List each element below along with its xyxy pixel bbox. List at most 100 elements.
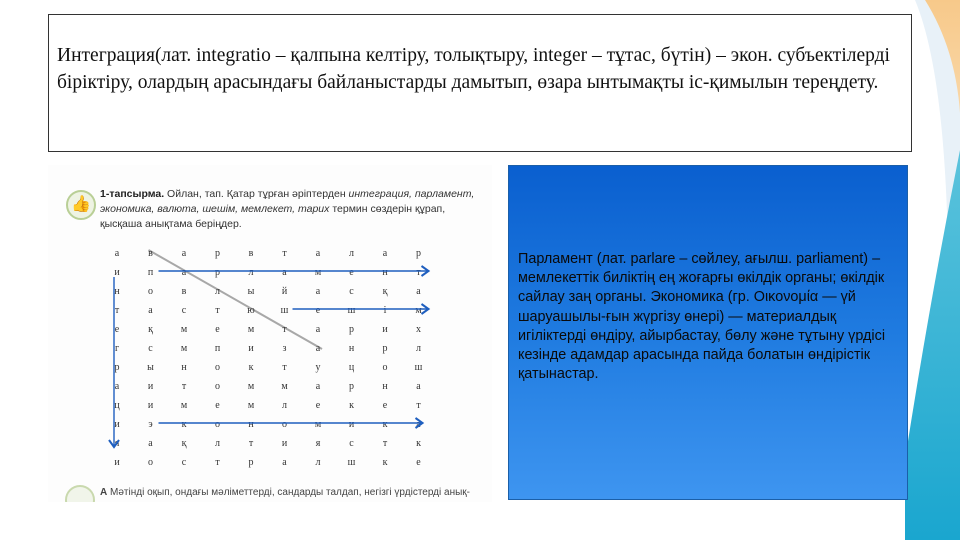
title-definition-box: Интеграция(лат. integratio – қалпына кел…	[48, 14, 912, 152]
grid-letter: т	[115, 305, 120, 316]
grid-letter: а	[316, 381, 321, 392]
grid-letter: е	[215, 324, 220, 335]
grid-letter: ц	[349, 362, 355, 373]
grid-letter: т	[215, 305, 220, 316]
grid-letter: к	[416, 438, 421, 449]
word-search-grid: а в а р в т а л а ри п а р л а м е н тн о в л ы й а с қ ат а с т ю ш е ш і м…	[108, 248, 431, 468]
grid-letter: х	[416, 324, 421, 335]
grid-letter: к	[182, 419, 187, 430]
grid-letter: с	[349, 438, 354, 449]
grid-letter: и	[382, 324, 388, 335]
grid-letter: с	[182, 305, 187, 316]
grid-letter: к	[383, 457, 388, 468]
grid-letter: я	[316, 438, 321, 449]
grid-letter: л	[215, 286, 220, 297]
grid-letter: м	[315, 419, 322, 430]
grid-letter: и	[349, 419, 355, 430]
grid-letter: н	[349, 343, 355, 354]
arrow-head-icon	[420, 265, 431, 277]
grid-letter: ю	[247, 305, 255, 316]
grid-letter: а	[148, 305, 153, 316]
grid-letter: л	[316, 457, 321, 468]
grid-letter: з	[283, 343, 287, 354]
grid-letter: қ	[148, 324, 153, 335]
definitions-box: Парламент (лат. parlare – сөйлеу, ағылш.…	[508, 165, 908, 500]
grid-letter: о	[215, 381, 220, 392]
grid-letter: р	[249, 457, 254, 468]
grid-letter: а	[416, 381, 421, 392]
grid-letter: т	[249, 438, 254, 449]
grid-letter: в	[182, 286, 187, 297]
grid-letter: и	[148, 400, 154, 411]
task-text: 1-тапсырма. Ойлан, тап. Қатар тұрған әрі…	[100, 187, 480, 232]
grid-letter: с	[349, 286, 354, 297]
grid-letter: в	[249, 248, 254, 259]
grid-letter: ш	[415, 362, 423, 373]
grid-letter: т	[416, 267, 421, 278]
grid-letter: м	[315, 267, 322, 278]
grid-letter: о	[215, 419, 220, 430]
arrow-head-icon	[108, 439, 120, 449]
grid-letter: и	[114, 419, 120, 430]
grid-letter: е	[316, 305, 321, 316]
grid-letter: а	[182, 267, 187, 278]
grid-letter: т	[215, 457, 220, 468]
grid-letter: л	[282, 400, 287, 411]
grid-letter: н	[382, 381, 388, 392]
grid-letter: л	[416, 343, 421, 354]
grid-letter: м	[248, 324, 255, 335]
grid-letter: и	[114, 267, 120, 278]
grid-letter: о	[282, 419, 287, 430]
grid-letter: а	[316, 248, 321, 259]
grid-letter: и	[248, 343, 254, 354]
grid-letter: р	[215, 248, 220, 259]
grid-letter: м	[248, 381, 255, 392]
grid-letter: к	[349, 400, 354, 411]
grid-letter: о	[383, 362, 388, 373]
grid-letter: а	[416, 286, 421, 297]
grid-letter: л	[215, 438, 220, 449]
grid-letter: т	[282, 324, 287, 335]
arrow-head-icon	[414, 417, 425, 429]
task-words: интеграция, парламент, экономика, валюта…	[100, 188, 475, 215]
grid-letter: й	[282, 286, 288, 297]
grid-letter: р	[115, 362, 120, 373]
grid-letter: п	[148, 267, 154, 278]
task-badge: А	[100, 487, 108, 498]
task-text-part: термин сөздерін құрап, қысқаша анықтама …	[100, 203, 446, 230]
grid-letter: ы	[248, 286, 255, 297]
next-task-text: А Мәтінді оқып, ондағы мәліметтерді, сан…	[100, 487, 470, 498]
grid-letter: р	[215, 267, 220, 278]
thumbs-up-icon: 👍	[66, 190, 96, 220]
grid-letter: о	[148, 286, 153, 297]
grid-letter: і	[384, 305, 387, 316]
grid-letter: а	[383, 248, 388, 259]
grid-letter: а	[282, 457, 287, 468]
grid-letter: м	[181, 400, 188, 411]
grid-letter: а	[148, 438, 153, 449]
diagonal-word-line	[148, 249, 323, 350]
arrow-head-icon	[420, 303, 431, 315]
grid-letter: а	[316, 286, 321, 297]
grid-letter: р	[349, 381, 354, 392]
grid-letter: а	[115, 248, 120, 259]
grid-letter: е	[215, 400, 220, 411]
grid-letter: у	[316, 362, 321, 373]
grid-letter: н	[248, 419, 254, 430]
grid-letter: м	[415, 305, 422, 316]
grid-letter: т	[383, 438, 388, 449]
grid-letter: ы	[147, 362, 154, 373]
grid-letter: л	[249, 267, 254, 278]
grid-letter: е	[316, 400, 321, 411]
grid-letter: ц	[114, 400, 120, 411]
grid-letter: о	[215, 362, 220, 373]
grid-letter: м	[248, 400, 255, 411]
grid-letter: а	[282, 267, 287, 278]
grid-letter: и	[148, 381, 154, 392]
integration-definition-text: Интеграция(лат. integratio – қалпына кел…	[57, 45, 890, 93]
grid-letter: р	[349, 324, 354, 335]
grid-letter: п	[215, 343, 221, 354]
exercise-image: 👍 1-тапсырма. Ойлан, тап. Қатар тұрған ә…	[48, 165, 492, 502]
grid-letter: е	[383, 400, 388, 411]
